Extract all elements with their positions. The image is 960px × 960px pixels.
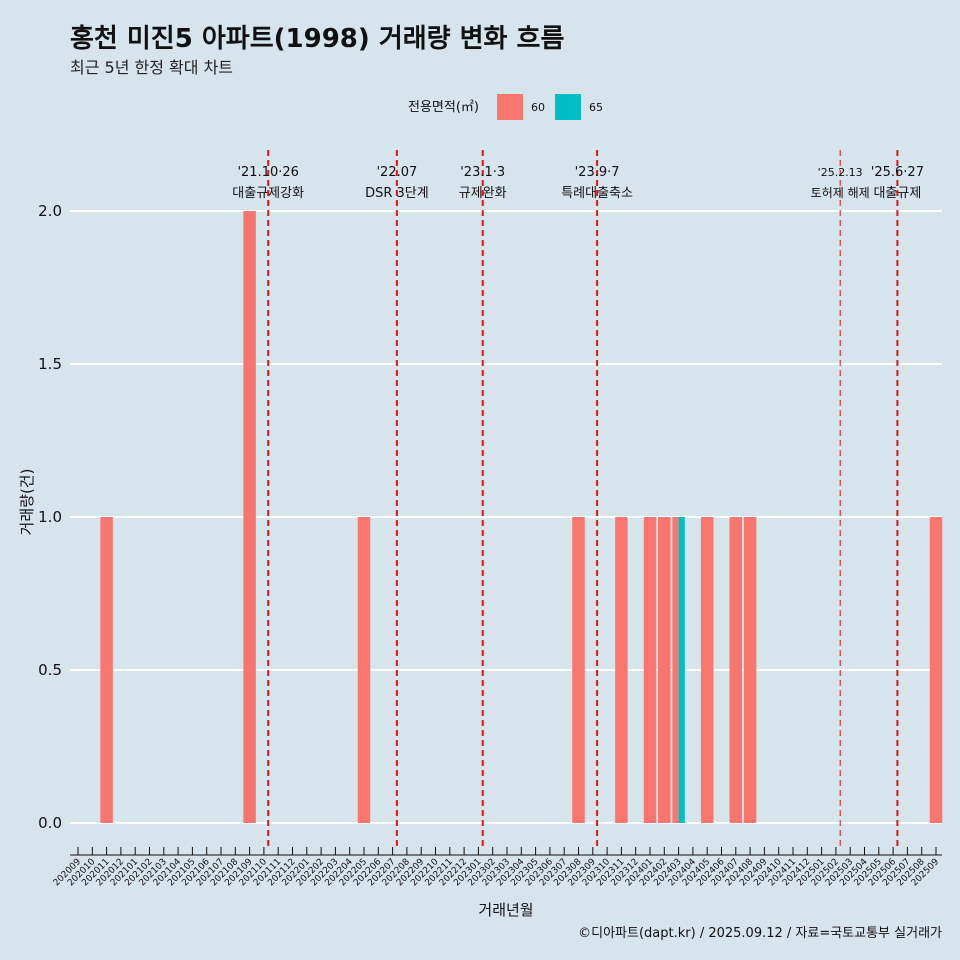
bar-202401-60 [643, 517, 657, 823]
event-lines: '21.10·26 대출규제강화 '22.07 DSR 3단계 '23.1·3 규제완화 '… [232, 150, 924, 850]
bar-202011-60 [100, 517, 113, 823]
legend-label-65: 65 [589, 101, 603, 114]
legend-swatch-60 [497, 94, 523, 120]
y-tick-label: 1.5 [38, 355, 62, 373]
x-axis: 2020092020102020112020122021012021022021… [52, 847, 942, 888]
bar-202509-60 [929, 517, 943, 823]
event-date: '25.2.13 [818, 166, 863, 179]
event-date: '23.1·3 [460, 165, 505, 180]
bar-202405-60 [700, 517, 714, 823]
legend-title: 전용면적(㎡) [408, 100, 479, 115]
event-label: 대출규제 [873, 186, 921, 201]
bar-202109-60 [243, 211, 256, 823]
source-caption: ©디아파트(dapt.kr) / 2025.09.12 / 자료=국토교통부 실… [578, 926, 942, 941]
y-tick-label: 0.5 [38, 661, 62, 679]
y-tick-label: 1.0 [38, 508, 62, 526]
y-tick-label: 2.0 [38, 202, 62, 220]
bar-202308-60 [572, 517, 585, 823]
bar-202205-60 [357, 517, 371, 823]
event-label: 대출규제강화 [232, 186, 304, 201]
event-date: '22.07 [376, 165, 417, 180]
bar-202402-60 [658, 517, 671, 823]
y-axis: 0.0 0.5 1.0 1.5 2.0 [38, 202, 62, 832]
legend: 전용면적(㎡) 60 65 [408, 94, 603, 120]
bar-202407-60 [729, 517, 743, 823]
event-label: 규제완화 [459, 186, 507, 201]
event-label: 토허제 해제 [811, 186, 870, 200]
x-axis-label: 거래년월 [478, 901, 533, 919]
event-label: 특례대출축소 [561, 186, 633, 201]
legend-label-60: 60 [531, 101, 545, 114]
legend-swatch-65 [555, 94, 581, 120]
bar-202403-65 [678, 517, 685, 823]
chart-subtitle: 최근 5년 한정 확대 차트 [70, 58, 234, 77]
y-tick-label: 0.0 [38, 814, 62, 832]
gridlines [70, 210, 942, 824]
bar-202408-60 [743, 517, 757, 823]
bar-202403-60 [672, 517, 679, 823]
event-date: '25.6·27 [871, 165, 924, 180]
event-date: '23.9·7 [575, 165, 620, 180]
bars [100, 211, 943, 823]
event-date: '21.10·26 [237, 165, 298, 180]
bar-202311-60 [615, 517, 628, 823]
y-axis-label: 거래량(건) [18, 469, 36, 536]
chart-title: 홍천 미진5 아파트(1998) 거래량 변화 흐름 [70, 24, 565, 54]
event-label: DSR 3단계 [365, 186, 429, 201]
